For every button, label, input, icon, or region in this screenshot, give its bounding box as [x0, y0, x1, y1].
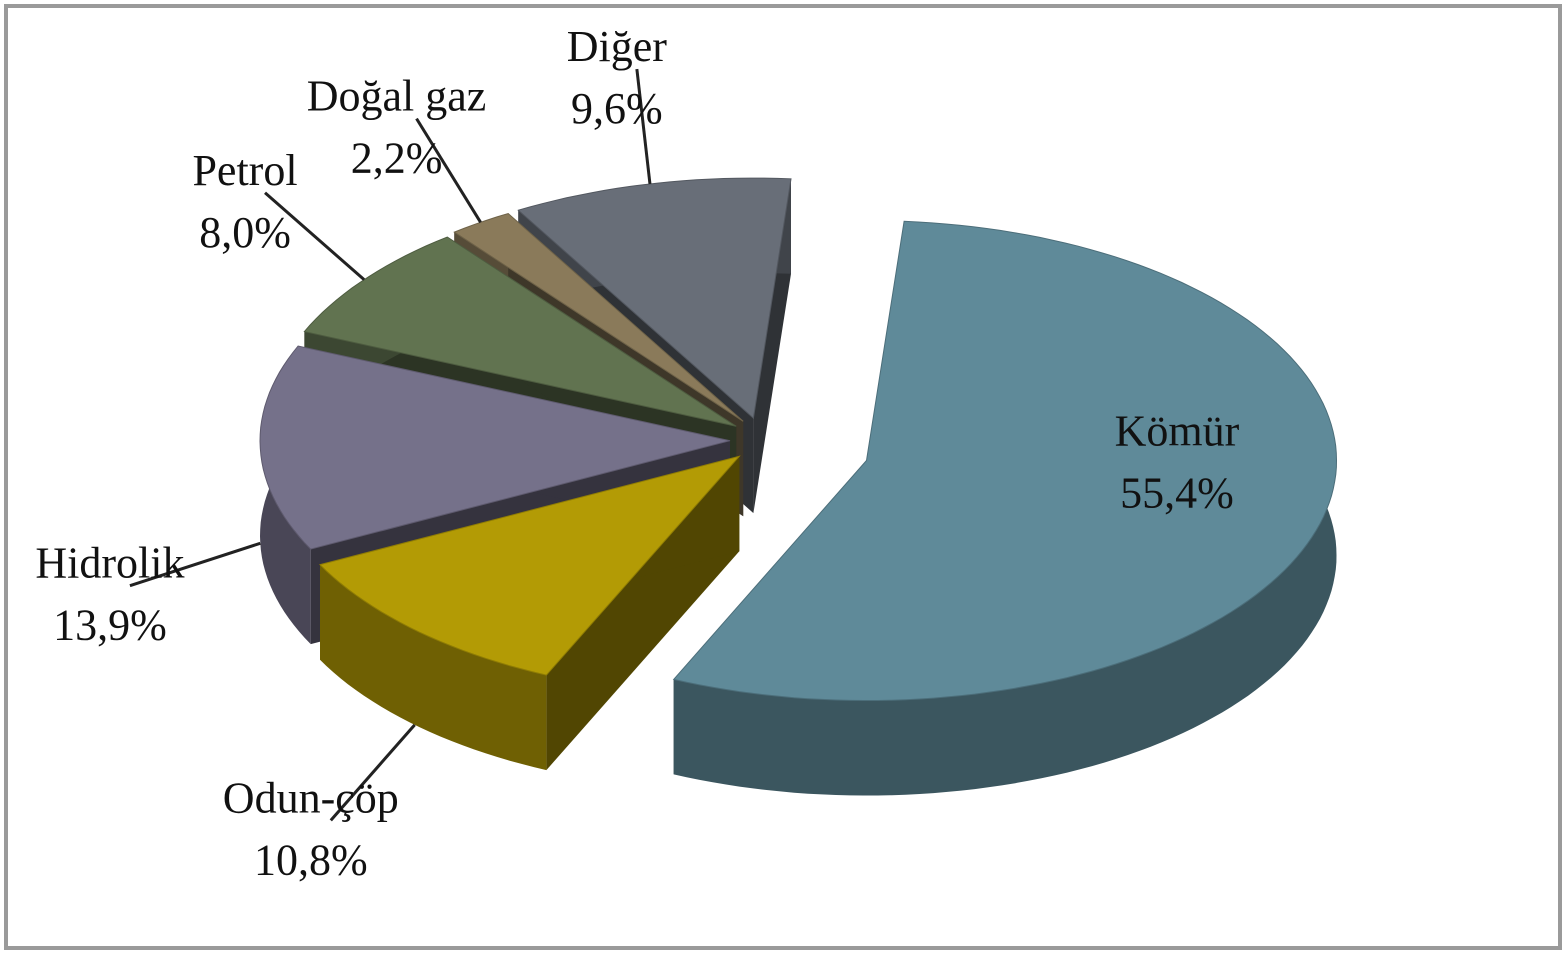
slice-label: Odun-çöp [223, 773, 399, 822]
slice-label: Doğal gaz [307, 72, 487, 121]
slice-value-label: 9,6% [571, 84, 663, 133]
slice [303, 236, 737, 427]
slice [672, 220, 1338, 701]
leader-line [264, 191, 366, 281]
leader-line [635, 68, 652, 185]
slice [319, 455, 741, 676]
slice-value-label: 10,8% [254, 835, 368, 884]
slice [517, 177, 792, 420]
slice-label: Hidrolik [35, 539, 184, 588]
slice [453, 212, 744, 422]
slice-wall [320, 564, 547, 771]
slice-value-label: 55,4% [1120, 468, 1234, 517]
slice-label: Diğer [567, 22, 668, 71]
slice-value-label: 8,0% [199, 208, 291, 257]
pie-tops [259, 177, 1338, 701]
leader-line [415, 117, 482, 224]
pie-labels: Kömür 55,4% Odun-çöp 10,8% Hidrolik 13,9% Petr… [35, 22, 1239, 884]
leader-line [329, 723, 416, 822]
slice-label: Petrol [192, 146, 297, 195]
slice-value-label: 2,2% [351, 134, 443, 183]
leader-line [129, 541, 261, 588]
slice-label: Kömür [1115, 406, 1240, 455]
slice [259, 345, 731, 550]
slice-value-label: 13,9% [53, 601, 167, 650]
